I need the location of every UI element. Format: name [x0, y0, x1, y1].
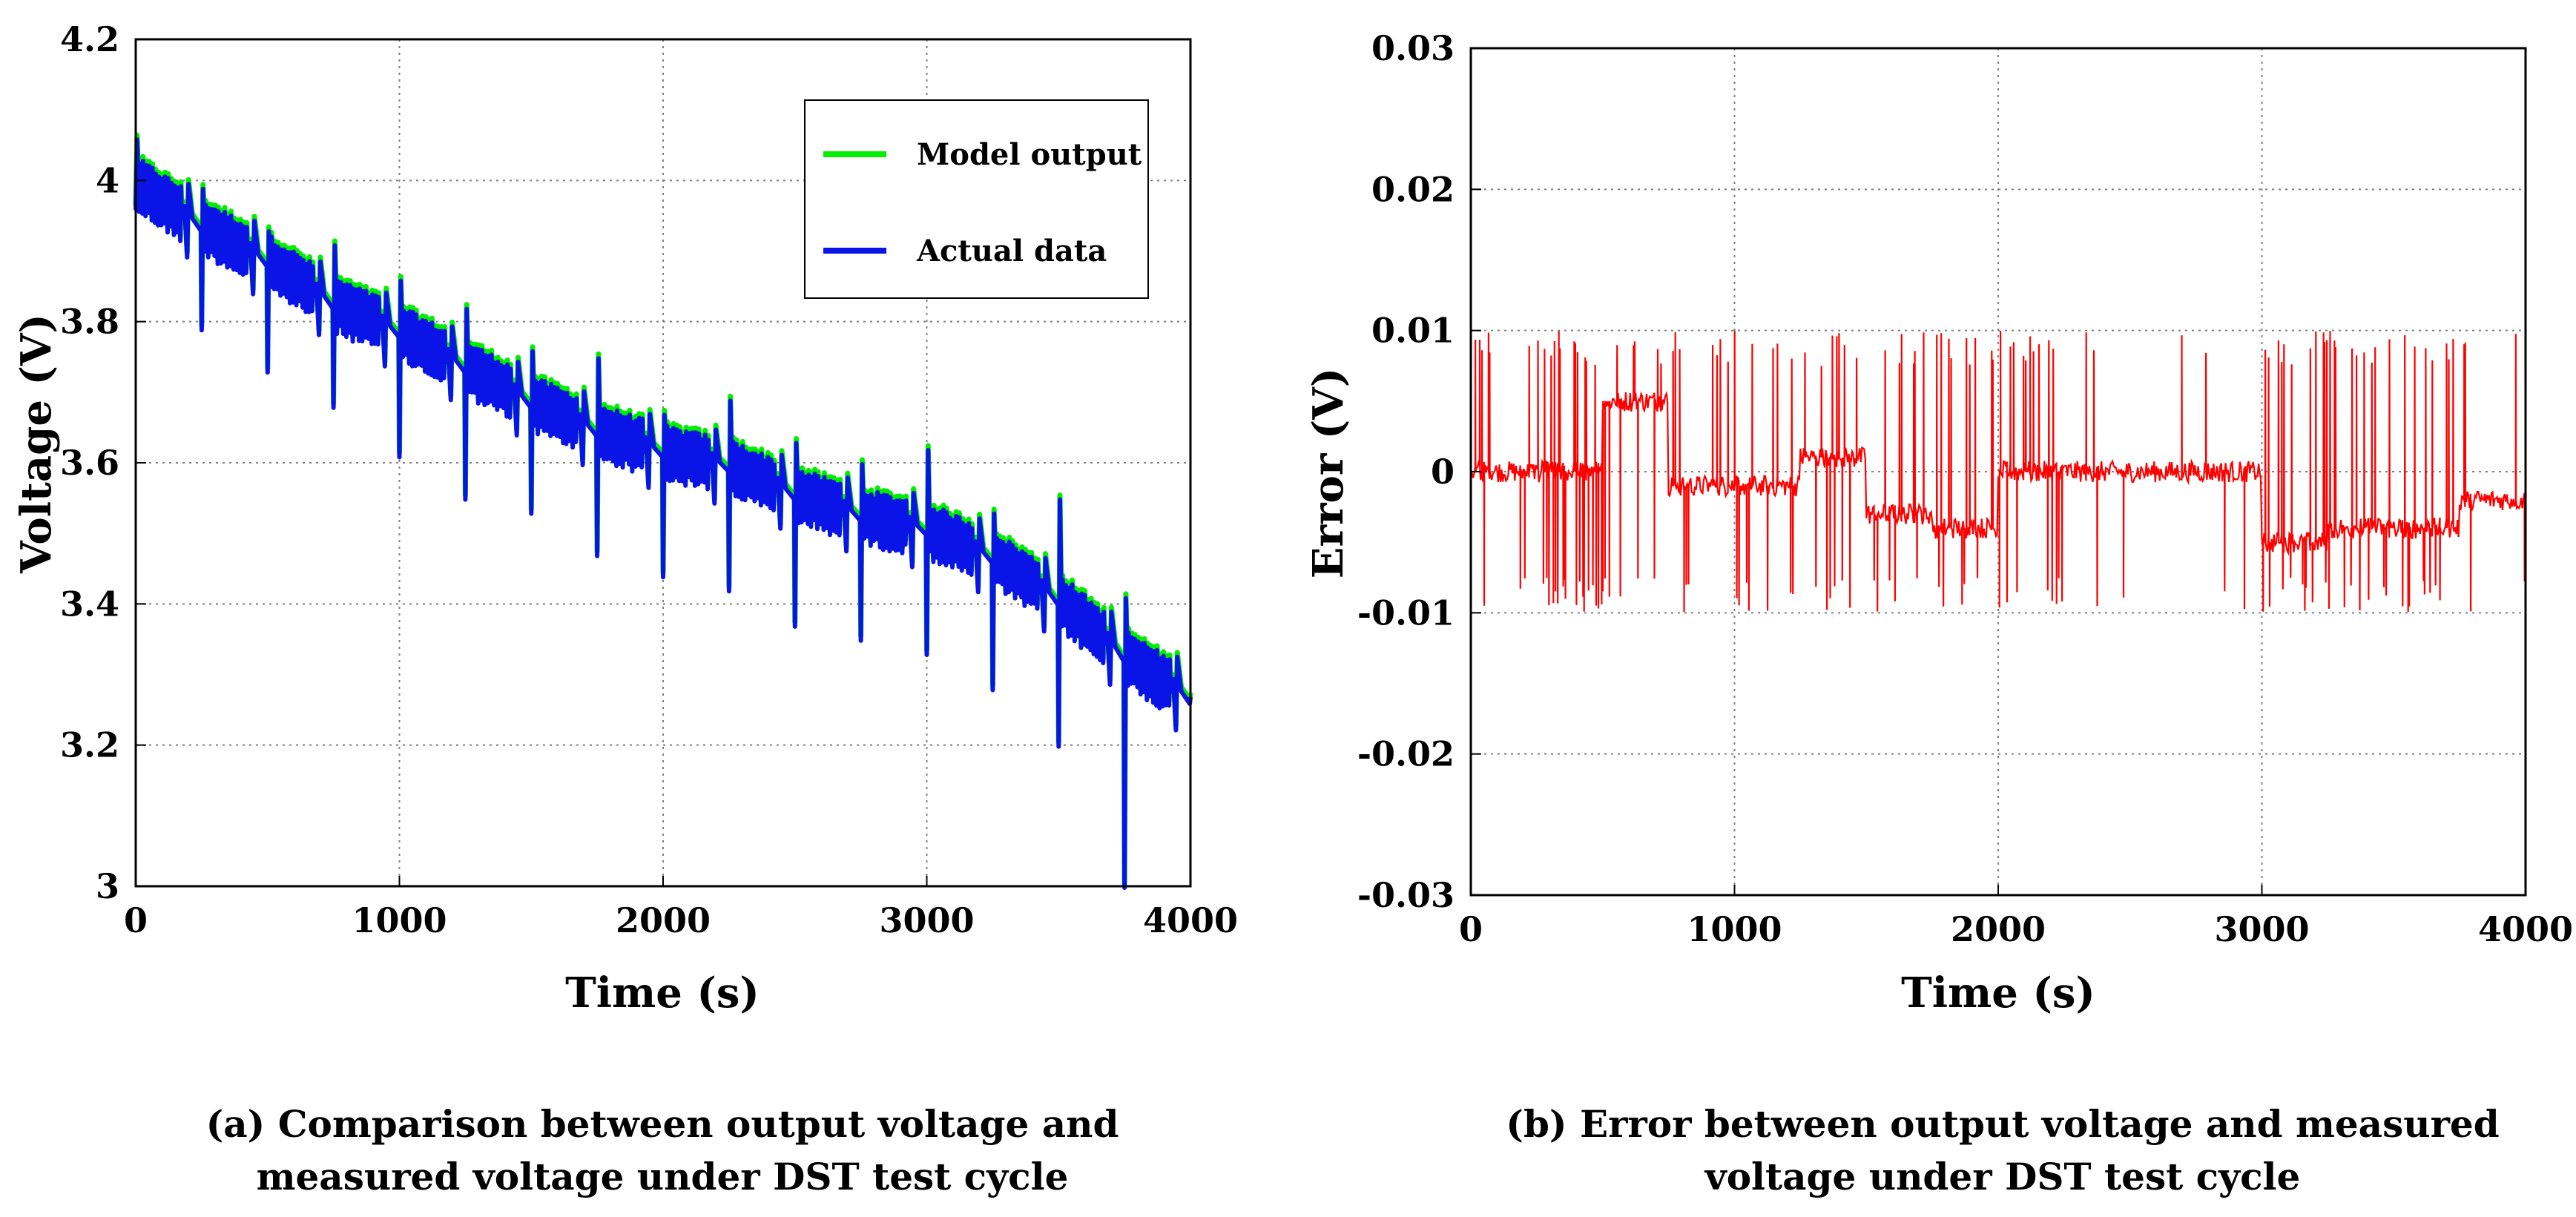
panel-a-y-tick-label: 4	[96, 160, 119, 200]
panel-a-y-tick-label: 3.4	[60, 584, 119, 624]
panel-b-x-tick-label: 2000	[1951, 909, 2046, 949]
panel-b-x-tick-label: 3000	[2214, 909, 2309, 949]
panel-b-y-tick-label: -0.01	[1357, 593, 1455, 633]
panel-a-x-axis-label: Time (s)	[565, 969, 760, 1018]
panel-a-x-tick-label: 4000	[1143, 900, 1238, 940]
panel-b-y-tick-label: 0.03	[1371, 28, 1455, 68]
panel-b-y-tick-label: 0.01	[1371, 311, 1455, 351]
panel-a-y-tick-label: 3.2	[60, 725, 119, 765]
panel-a-y-tick-label: 3.8	[60, 302, 119, 342]
panel-a-series	[133, 132, 1193, 890]
legend-label-model-output: Model output	[917, 137, 1142, 172]
panel-b-x-tick-label: 1000	[1687, 909, 1782, 949]
panel-b-y-tick-label: 0.02	[1371, 169, 1455, 209]
panel-b-chart: 0 1000 2000 3000 4000 -0.03 -0.02 -0.01 0 0.01 0.0…	[1304, 28, 2573, 1198]
legend-box	[804, 99, 1149, 299]
panel-b-caption-line-2: voltage under DST test cycle	[1704, 1155, 2301, 1198]
panel-b-x-axis-label: Time (s)	[1901, 969, 2095, 1018]
panel-a-x-tick-label: 0	[124, 900, 148, 940]
panel-a-y-tick-label: 3	[96, 866, 119, 906]
panel-b-y-tick-label: -0.02	[1357, 734, 1455, 774]
panel-b-x-tick-label: 0	[1459, 909, 1483, 949]
panel-b-y-tick-label: -0.03	[1357, 875, 1455, 915]
panel-b-caption-line-1: (b) Error between output voltage and mea…	[1506, 1102, 2499, 1146]
panel-a-y-tick-label: 3.6	[60, 443, 119, 483]
panel-a-x-tick-label: 2000	[616, 900, 711, 940]
panel-b-grid	[1471, 48, 2526, 895]
panel-a-x-tick-label: 3000	[879, 900, 974, 940]
panel-b-x-tick-label: 4000	[2478, 909, 2573, 949]
panel-a-tick-labels: 0 1000 2000 3000 4000 3 3.2 3.4 3.6 3.8 4 4.2	[60, 19, 1238, 940]
panel-b-y-axis-label: Error (V)	[1304, 368, 1353, 578]
panel-a-caption-line-1: (a) Comparison between output voltage an…	[206, 1102, 1119, 1146]
legend-label-actual-data: Actual data	[916, 234, 1107, 268]
panel-b-y-tick-label: 0	[1431, 452, 1455, 492]
panel-b-series	[1469, 330, 2527, 613]
panel-a-chart: 0 1000 2000 3000 4000 3 3.2 3.4 3.6 3.8 4 4.2 Model…	[12, 19, 1238, 1198]
panel-b-tick-labels: 0 1000 2000 3000 4000 -0.03 -0.02 -0.01 0 0.01 0.0…	[1357, 28, 2573, 949]
series-actual-data-line	[134, 137, 1193, 890]
panel-a-x-tick-label: 1000	[352, 900, 447, 940]
panel-a-y-tick-label: 4.2	[60, 19, 119, 59]
panel-a-caption-line-2: measured voltage under DST test cycle	[257, 1155, 1069, 1198]
series-error-line	[1469, 330, 2527, 613]
panel-a-y-axis-label: Voltage (V)	[12, 314, 61, 574]
panel-a-legend: Model output Actual data	[804, 99, 1149, 299]
